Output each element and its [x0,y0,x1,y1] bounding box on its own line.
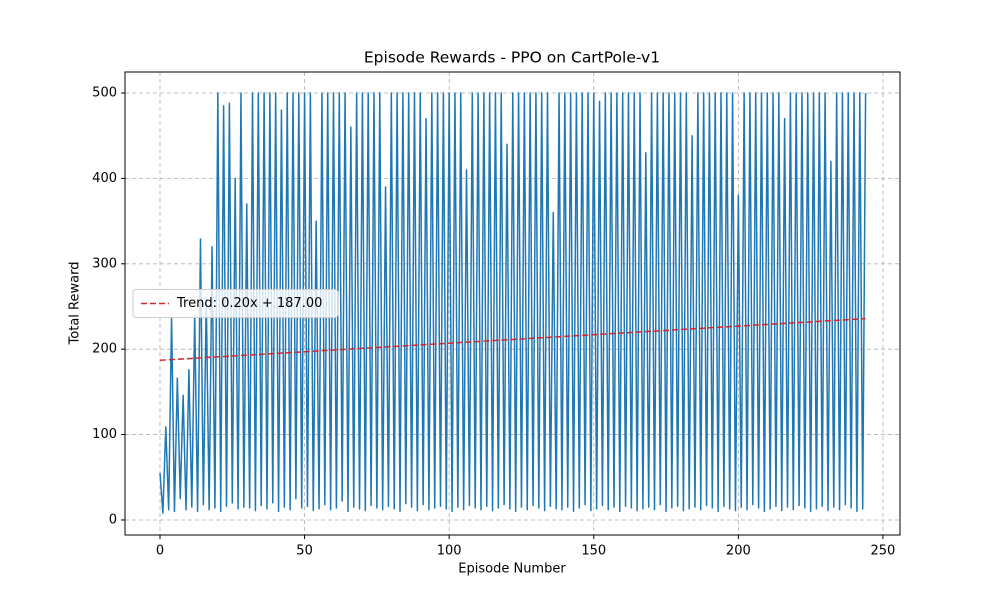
y-tick-label: 300 [92,256,117,271]
y-tick-label: 500 [92,86,117,101]
x-tick-label: 150 [581,544,606,559]
y-tick-label: 200 [92,342,117,357]
legend-box [132,289,339,318]
plot-frame [124,71,901,536]
x-tick-label: 0 [156,544,164,559]
chart-title: Episode Rewards - PPO on CartPole-v1 [364,49,660,67]
y-tick-label: 100 [92,427,117,442]
trend-line [159,317,866,362]
x-tick-label: 250 [871,544,896,559]
y-axis-label: Total Reward [68,262,83,346]
y-tick-label: 0 [109,512,117,527]
x-axis-label: Episode Number [458,562,566,577]
data-line [159,92,867,514]
y-tick-label: 400 [92,171,117,186]
x-tick-label: 200 [726,544,751,559]
legend-label: Trend: 0.20x + 187.00 [176,296,322,311]
x-tick-label: 100 [437,544,462,559]
x-tick-label: 50 [296,544,313,559]
